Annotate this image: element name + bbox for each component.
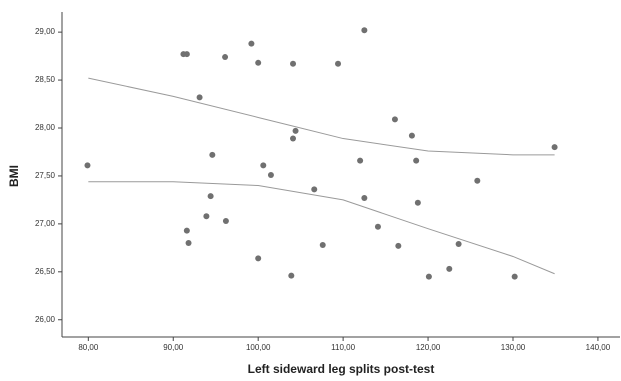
point xyxy=(248,40,255,47)
x-tick-label: 80,00 xyxy=(78,343,99,352)
point xyxy=(183,51,190,58)
point xyxy=(319,241,326,248)
point xyxy=(84,162,91,169)
point xyxy=(222,217,229,224)
point xyxy=(267,171,274,178)
point xyxy=(288,272,295,279)
x-tick-label: 140,00 xyxy=(586,343,611,352)
fit-curve xyxy=(88,77,555,156)
point xyxy=(361,194,368,201)
point xyxy=(425,273,432,280)
point xyxy=(290,135,297,142)
point xyxy=(374,223,381,230)
y-tick-label: 27,00 xyxy=(35,219,56,228)
point xyxy=(551,144,558,151)
point xyxy=(255,59,262,66)
y-tick-label: 26,00 xyxy=(35,315,56,324)
fit-curve xyxy=(88,181,555,275)
point xyxy=(203,213,210,220)
x-tick-label: 110,00 xyxy=(331,343,355,352)
point xyxy=(260,162,267,169)
y-tick-label: 28,50 xyxy=(35,75,56,84)
point xyxy=(357,157,364,164)
point xyxy=(511,273,518,280)
y-axis-title: BMI xyxy=(7,165,21,187)
x-tick-label: 120,00 xyxy=(416,343,441,352)
point xyxy=(413,157,420,164)
x-tick-label: 130,00 xyxy=(501,343,526,352)
point xyxy=(209,151,216,158)
y-tick-label: 27,50 xyxy=(35,171,56,180)
point xyxy=(185,240,192,247)
point xyxy=(335,60,342,67)
point xyxy=(290,60,297,67)
point xyxy=(183,227,190,234)
point xyxy=(408,132,415,139)
y-tick-label: 26,50 xyxy=(35,267,56,276)
point xyxy=(292,127,299,134)
x-tick-label: 100,00 xyxy=(246,343,271,352)
point xyxy=(474,177,481,184)
point xyxy=(207,193,214,200)
y-tick-label: 29,00 xyxy=(35,27,56,36)
point xyxy=(255,255,262,262)
y-tick-label: 28,00 xyxy=(35,123,56,132)
point xyxy=(446,265,453,272)
point xyxy=(222,54,229,61)
x-axis-title: Left sideward leg splits post-test xyxy=(248,362,435,376)
point xyxy=(311,186,318,193)
point xyxy=(414,199,421,206)
point xyxy=(455,241,462,248)
point xyxy=(361,27,368,34)
x-tick-label: 90,00 xyxy=(163,343,184,352)
point xyxy=(196,94,203,101)
point xyxy=(395,242,402,249)
point xyxy=(391,116,398,123)
